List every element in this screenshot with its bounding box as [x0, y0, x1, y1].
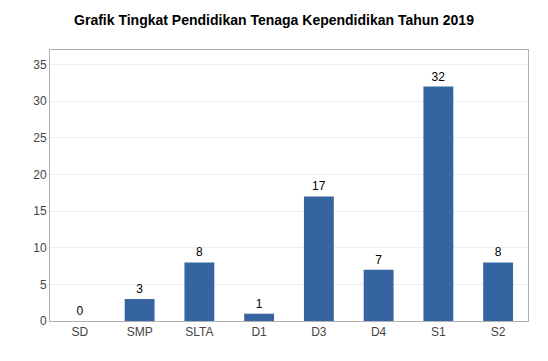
svg-text:0: 0 [40, 314, 47, 328]
svg-text:S1: S1 [431, 325, 446, 339]
svg-text:17: 17 [312, 179, 326, 193]
svg-text:25: 25 [33, 131, 47, 145]
svg-text:D1: D1 [251, 325, 267, 339]
svg-text:35: 35 [33, 58, 47, 72]
svg-text:SLTA: SLTA [185, 325, 213, 339]
svg-text:SD: SD [72, 325, 89, 339]
svg-text:5: 5 [40, 278, 47, 292]
svg-text:20: 20 [33, 168, 47, 182]
svg-text:8: 8 [495, 245, 502, 259]
svg-text:1: 1 [256, 297, 263, 311]
svg-text:D4: D4 [371, 325, 387, 339]
svg-text:32: 32 [432, 70, 446, 84]
svg-text:8: 8 [196, 245, 203, 259]
svg-text:SMP: SMP [127, 325, 153, 339]
svg-text:7: 7 [375, 253, 382, 267]
svg-text:S2: S2 [491, 325, 506, 339]
svg-text:30: 30 [33, 94, 47, 108]
svg-text:Grafik Tingkat Pendidikan Tena: Grafik Tingkat Pendidikan Tenaga Kependi… [74, 12, 474, 28]
svg-text:3: 3 [136, 282, 143, 296]
svg-text:0: 0 [76, 304, 83, 318]
svg-text:15: 15 [33, 204, 47, 218]
svg-text:10: 10 [33, 241, 47, 255]
svg-text:D3: D3 [311, 325, 327, 339]
